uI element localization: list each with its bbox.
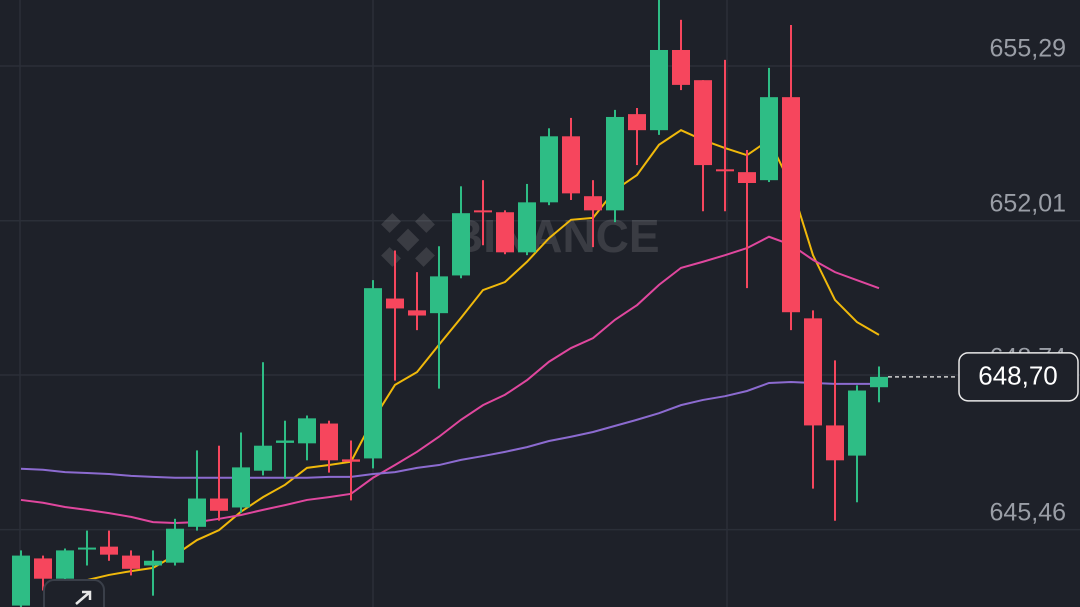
candle-body — [738, 172, 756, 183]
candle-body — [672, 49, 690, 85]
candle-body — [760, 97, 778, 181]
candle-body — [188, 498, 206, 527]
y-tick-label: 652,01 — [990, 189, 1066, 217]
candle-body — [474, 210, 492, 213]
candle-body — [386, 298, 404, 309]
candle-body — [364, 288, 382, 459]
expand-icon — [75, 590, 92, 605]
candle-body — [518, 202, 536, 253]
candle-body — [320, 423, 338, 461]
candle-body — [78, 547, 96, 550]
candle-body — [298, 418, 316, 444]
candle-body — [848, 390, 866, 456]
last-price-label: 648,70 — [978, 361, 1058, 391]
ma-line — [20, 235, 880, 525]
expand-button-box[interactable] — [43, 579, 105, 607]
candle-body — [782, 97, 800, 313]
candle-body — [34, 558, 52, 579]
y-tick-label: 645,46 — [990, 498, 1066, 526]
candle-body — [628, 114, 646, 131]
candle-body — [122, 555, 140, 569]
moving-averages — [20, 129, 880, 586]
candle-body — [430, 276, 448, 314]
candle-body — [408, 310, 426, 316]
candle-body — [452, 213, 470, 276]
candle-body — [496, 212, 514, 253]
candles — [12, 0, 888, 607]
candle-body — [804, 318, 822, 426]
candle-body — [100, 546, 118, 555]
candle-body — [210, 498, 228, 511]
last-price-box — [958, 352, 1079, 402]
candle-body — [12, 555, 30, 606]
candle-body — [694, 80, 712, 166]
candle-body — [584, 196, 602, 211]
candle-body — [606, 116, 624, 211]
candle-body — [562, 136, 580, 194]
candle-body — [870, 376, 888, 388]
candle-body — [254, 445, 272, 471]
ma-line — [64, 129, 880, 586]
candle-body — [540, 136, 558, 203]
candle-body — [826, 425, 844, 461]
expand-button[interactable] — [43, 579, 105, 607]
candle-body — [342, 459, 360, 462]
y-tick-label: 655,29 — [990, 35, 1066, 63]
candle-body — [144, 560, 162, 566]
candle-body — [716, 169, 734, 172]
candle-body — [276, 440, 294, 443]
candle-body — [56, 550, 74, 579]
candle-body — [650, 49, 668, 131]
candle-body — [166, 528, 184, 563]
ma-line — [20, 381, 879, 479]
watermark-text: BINANCE — [450, 210, 660, 262]
candle-body — [232, 467, 250, 508]
